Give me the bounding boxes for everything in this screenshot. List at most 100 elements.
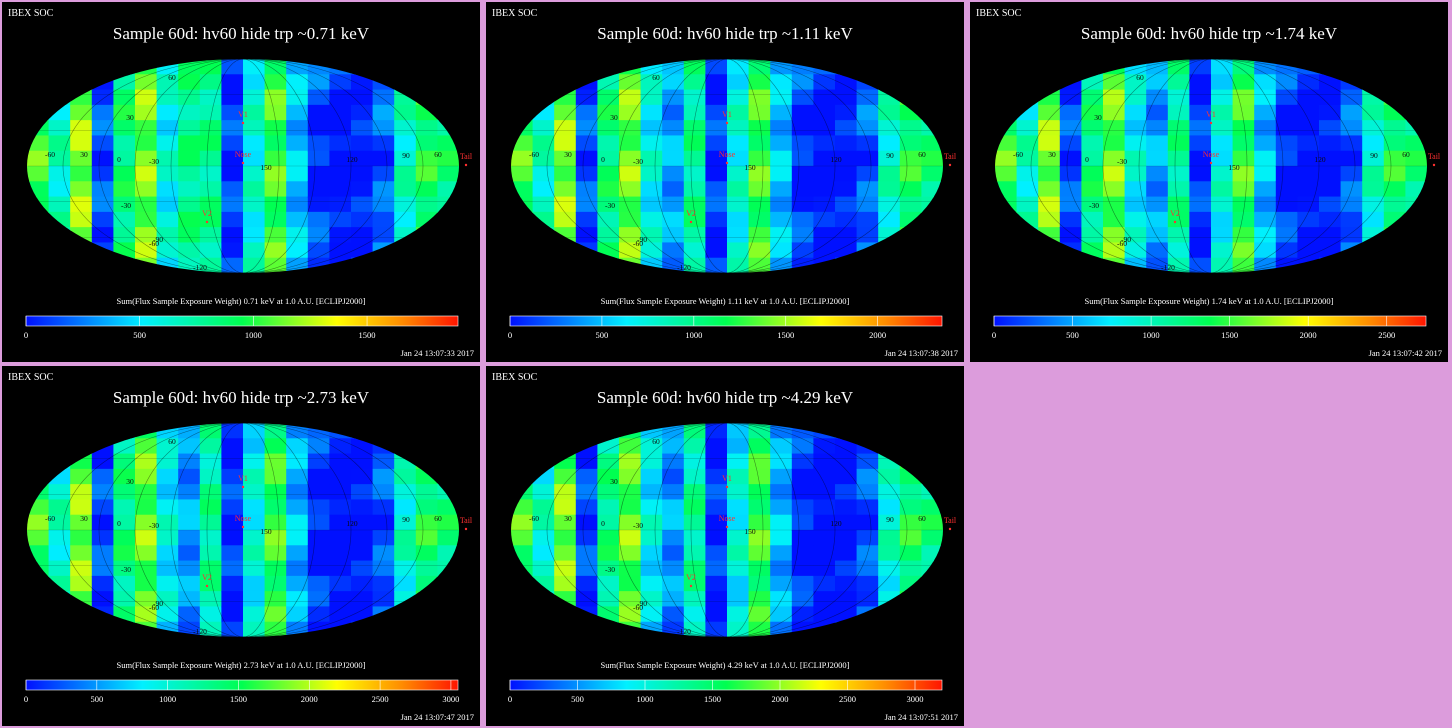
- map-pixel: [264, 560, 288, 577]
- grid-meridian: [582, 423, 872, 637]
- map-pixel: [329, 181, 352, 198]
- map-pixel: [394, 150, 417, 167]
- map-pixel: [286, 166, 309, 183]
- map-pixel: [135, 150, 158, 167]
- map-pixel: [856, 575, 880, 593]
- map-pixel: [1383, 120, 1407, 137]
- map-pixel: [437, 257, 459, 273]
- map-pixel: [619, 560, 642, 577]
- map-pixel: [1103, 150, 1126, 167]
- map-pixel: [199, 135, 223, 152]
- map-pixel: [554, 575, 577, 593]
- map-pixel: [199, 484, 223, 501]
- map-pixel: [532, 227, 556, 244]
- map-pixel: [394, 453, 417, 470]
- map-pixel: [856, 514, 880, 531]
- map-pixel: [1383, 150, 1407, 167]
- map-pixel: [329, 150, 352, 167]
- map-pixel: [394, 530, 417, 547]
- map-pixel: [662, 484, 685, 501]
- map-pixel: [662, 514, 685, 531]
- map-pixel: [329, 257, 352, 273]
- map-pixel: [662, 181, 685, 198]
- map-pixel: [91, 606, 115, 623]
- map-pixel: [921, 591, 943, 608]
- map-pixel: [511, 242, 534, 259]
- map-pixel: [1232, 196, 1256, 213]
- map-pixel: [705, 484, 728, 501]
- map-pixel: [683, 135, 707, 152]
- map-pixel: [683, 104, 707, 122]
- map-pixel: [1405, 104, 1427, 122]
- map-pixel: [640, 514, 664, 531]
- map-pixel: [791, 181, 815, 198]
- map-pixel: [351, 499, 374, 516]
- map-pixel: [199, 196, 223, 213]
- map-grid-label: -60: [149, 603, 159, 612]
- map-pixel: [329, 166, 352, 183]
- marker-dot: [1209, 161, 1213, 165]
- map-pixel: [921, 438, 943, 455]
- map-pixel: [415, 453, 439, 470]
- map-pixel: [791, 89, 815, 106]
- map-pixel: [307, 575, 331, 593]
- sky-map-pixels: [27, 423, 459, 637]
- map-pixel: [156, 181, 180, 198]
- map-pixel: [554, 499, 577, 516]
- map-pixel: [619, 181, 642, 198]
- map-pixel: [727, 468, 750, 486]
- map-pixel: [1189, 89, 1212, 106]
- map-pixel: [437, 166, 459, 183]
- map-pixel: [705, 227, 728, 244]
- map-pixel: [813, 196, 836, 213]
- map-pixel: [1232, 120, 1256, 137]
- marker-label: V2: [686, 573, 696, 582]
- map-pixel: [662, 104, 685, 122]
- map-pixel: [597, 257, 620, 273]
- map-pixel: [1319, 211, 1342, 229]
- map-pixel: [813, 227, 836, 244]
- map-pixel: [70, 499, 93, 516]
- map-pixel: [748, 514, 772, 531]
- header-label: IBEX SOC: [492, 8, 538, 19]
- map-pixel: [727, 166, 750, 183]
- map-pixel: [640, 104, 664, 122]
- map-pixel: [156, 591, 180, 608]
- map-pixel: [135, 135, 158, 152]
- map-pixel: [264, 74, 288, 91]
- timestamp: Jan 24 13:07:51 2017: [884, 712, 958, 722]
- map-grid-label: 60: [918, 514, 926, 523]
- map-pixel: [91, 211, 115, 229]
- map-pixel: [329, 591, 352, 608]
- map-pixel: [597, 530, 620, 547]
- map-pixel: [264, 227, 288, 244]
- map-pixel: [1211, 166, 1234, 183]
- map-pixel: [27, 120, 50, 137]
- map-pixel: [135, 560, 158, 577]
- map-grid-label: 120: [830, 519, 842, 528]
- map-pixel: [662, 606, 685, 623]
- map-pixel: [221, 575, 244, 593]
- map-pixel: [178, 438, 201, 455]
- map-grid-label: 60: [434, 514, 442, 523]
- map-pixel: [1254, 242, 1277, 259]
- map-pixel: [27, 104, 50, 122]
- map-grid-label: -30: [633, 521, 643, 530]
- map-pixel: [1167, 196, 1191, 213]
- map-grid-label: -30: [121, 565, 131, 574]
- map-pixel: [640, 166, 664, 183]
- map-pixel: [705, 166, 728, 183]
- map-pixel: [748, 59, 772, 76]
- colorbar-tick-label: 2000: [869, 330, 886, 340]
- map-pixel: [511, 530, 534, 547]
- map-pixel: [27, 150, 50, 167]
- map-pixel: [899, 560, 923, 577]
- map-pixel: [921, 227, 943, 244]
- map-pixel: [640, 242, 664, 259]
- map-pixel: [156, 560, 180, 577]
- map-pixel: [329, 423, 352, 440]
- map-pixel: [372, 438, 396, 455]
- map-grid-label: 60: [1402, 150, 1410, 159]
- map-pixel: [351, 242, 374, 259]
- map-pixel: [264, 468, 288, 486]
